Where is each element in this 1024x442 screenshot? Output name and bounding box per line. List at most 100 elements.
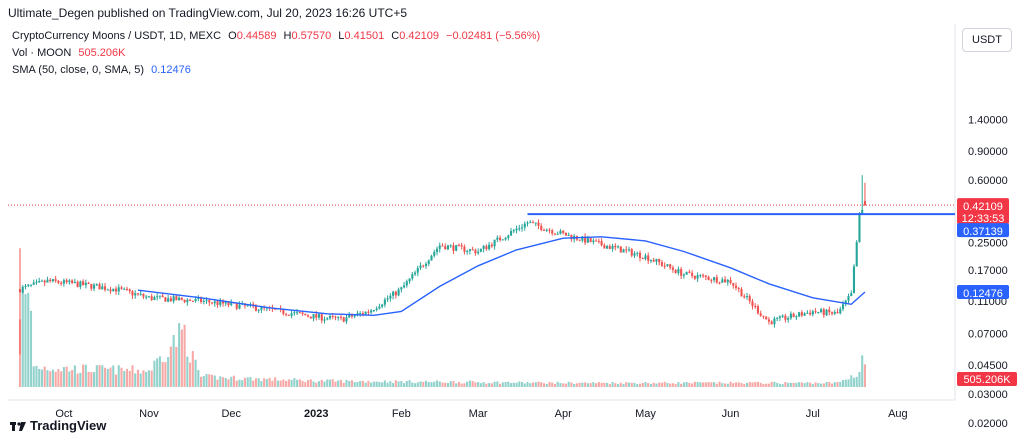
- candle-body: [293, 312, 296, 314]
- candle-body: [202, 300, 205, 302]
- candle: [847, 293, 850, 304]
- candle-body: [770, 321, 773, 325]
- candle: [836, 308, 839, 314]
- x-tick-label: May: [635, 408, 656, 420]
- candle-body: [490, 244, 493, 247]
- candle: [510, 227, 513, 237]
- volume-bar: [553, 383, 557, 387]
- candle-body: [641, 258, 644, 260]
- candle-body: [62, 280, 65, 284]
- candle-body: [702, 275, 705, 277]
- candle: [93, 282, 96, 292]
- candle-body: [622, 249, 625, 253]
- candle-body: [238, 304, 241, 309]
- candle-body: [416, 267, 419, 273]
- volume-bar: [32, 366, 35, 387]
- candle: [600, 238, 603, 247]
- volume-bar: [411, 382, 414, 387]
- candle-body: [515, 228, 518, 231]
- candle-body: [254, 306, 257, 311]
- candle-body: [518, 228, 521, 230]
- volume-bar: [534, 382, 537, 387]
- candle-body: [345, 317, 348, 322]
- volume-bar: [833, 382, 836, 387]
- volume-bar: [452, 381, 455, 387]
- candle-body: [392, 291, 395, 296]
- candle-body: [353, 315, 356, 317]
- volume-bar: [191, 351, 194, 387]
- volume-bar: [556, 381, 559, 387]
- candle: [71, 279, 74, 285]
- candle: [688, 269, 691, 274]
- y-tick-label: 0.07000: [968, 328, 1008, 340]
- volume-bar: [367, 380, 370, 387]
- last-price-badge-text: 0.42109: [963, 201, 1003, 213]
- candle-body: [581, 236, 584, 241]
- volume-bar: [457, 381, 460, 387]
- candle-body: [647, 255, 650, 261]
- candle: [606, 244, 609, 250]
- volume-bar: [372, 381, 375, 387]
- candle-body: [691, 272, 694, 276]
- candle: [180, 297, 183, 301]
- candle: [553, 233, 557, 236]
- y-tick-label: 0.17000: [968, 265, 1008, 277]
- volume-bar: [625, 382, 628, 387]
- candle-body: [732, 283, 735, 286]
- y-tick-label: 0.60000: [968, 175, 1008, 187]
- currency-button[interactable]: USDT: [962, 28, 1012, 52]
- candle-body: [411, 274, 414, 279]
- volume-bar: [136, 369, 140, 387]
- candle-body: [781, 315, 784, 317]
- candle: [795, 314, 798, 320]
- candle-body: [38, 280, 41, 282]
- candle: [172, 294, 175, 304]
- candle-body: [704, 275, 707, 277]
- candle-body: [501, 239, 504, 241]
- volume-bar: [806, 382, 809, 387]
- candle-body: [350, 314, 353, 317]
- candle-body: [814, 311, 817, 313]
- candle: [592, 238, 595, 245]
- volume-bar: [759, 382, 762, 387]
- volume-bar: [339, 379, 343, 387]
- volume-bar: [433, 381, 436, 387]
- candle-body: [153, 297, 156, 300]
- candle: [471, 246, 474, 251]
- candle: [630, 247, 633, 258]
- candle: [693, 275, 696, 281]
- sma-label[interactable]: SMA (50, close, 0, SMA, 5): [12, 64, 145, 76]
- volume-label[interactable]: Vol · MOON: [12, 47, 72, 59]
- volume-bar: [375, 381, 378, 387]
- candle-body: [227, 301, 230, 306]
- candle-body: [312, 314, 315, 319]
- volume-bar: [636, 384, 639, 387]
- candle: [811, 309, 814, 317]
- candle: [457, 243, 460, 247]
- candle-body: [435, 248, 439, 252]
- candle-body: [101, 286, 104, 290]
- volume-bar: [345, 379, 348, 387]
- x-tick-label: Jul: [806, 408, 820, 420]
- volume-bar: [455, 383, 458, 387]
- volume-bar: [298, 379, 301, 387]
- volume-bar: [830, 383, 834, 387]
- volume-bar: [773, 381, 776, 387]
- volume-bar: [200, 376, 203, 387]
- candle: [669, 263, 672, 270]
- volume-bar: [710, 382, 713, 387]
- symbol-label[interactable]: CryptoCurrency Moons / USDT, 1D, MEXC: [12, 30, 222, 42]
- volume-bar: [702, 382, 705, 387]
- candle: [79, 280, 82, 290]
- candle: [715, 274, 718, 284]
- candle-body: [806, 312, 809, 314]
- candle: [73, 278, 76, 284]
- candle: [114, 286, 118, 295]
- volume-bar: [364, 382, 367, 387]
- candle: [781, 314, 784, 319]
- candle: [389, 293, 392, 302]
- volume-bar: [644, 382, 647, 387]
- candle-body: [120, 287, 123, 289]
- candle-body: [644, 255, 647, 259]
